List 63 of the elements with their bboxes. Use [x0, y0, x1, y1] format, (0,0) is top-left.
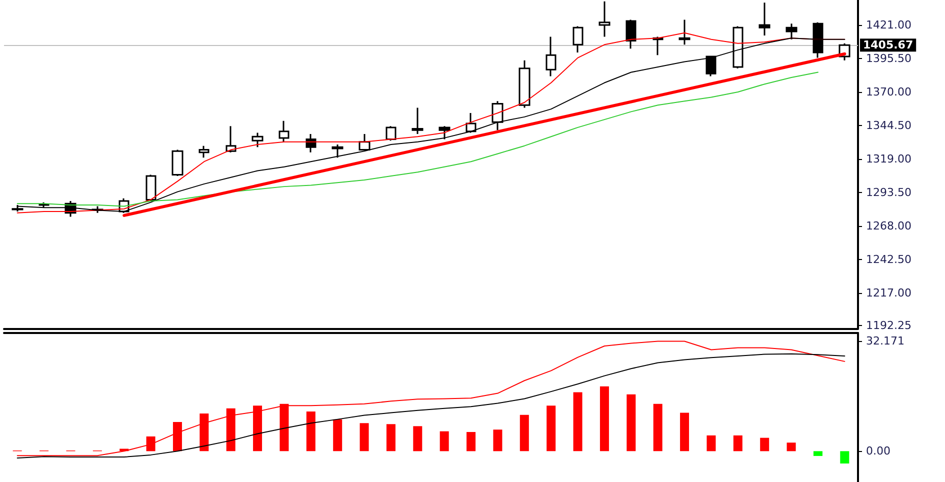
y-tick-label: 1421.00 [866, 18, 912, 32]
bar [706, 435, 716, 452]
candlestick [146, 174, 156, 202]
bar [680, 412, 690, 452]
bar [626, 394, 636, 452]
y-tick-label: 32.171 [866, 334, 904, 348]
bar [413, 426, 422, 452]
y-tick-label: 1319.00 [866, 152, 912, 166]
bar [360, 423, 369, 452]
bar [493, 430, 502, 452]
bar [146, 436, 156, 452]
bar [786, 442, 796, 452]
ref-line-label: 1405.67 [863, 38, 914, 52]
bar [653, 404, 662, 452]
y-tick-label: 1242.50 [866, 252, 912, 266]
candlestick [278, 120, 290, 143]
bar [253, 406, 262, 452]
y-tick-label: 1293.50 [866, 186, 912, 199]
y-tick-label: 1370.00 [866, 85, 912, 98]
bar [520, 414, 529, 452]
bar [760, 438, 770, 452]
candlestick [412, 106, 424, 135]
bar [546, 406, 556, 452]
candlestick [518, 60, 530, 108]
candlestick [252, 132, 264, 148]
y-tick-label: 1217.00 [866, 286, 912, 300]
y-tick-label: 1395.50 [866, 52, 912, 65]
bar [226, 408, 236, 452]
y-tick-label: 0.00 [866, 444, 890, 458]
candlestick [492, 100, 504, 131]
bar [333, 419, 342, 452]
candlestick [572, 26, 584, 54]
bar [840, 451, 850, 464]
bar [386, 424, 396, 452]
candlestick [678, 18, 690, 46]
bar [200, 413, 209, 452]
candlestick [226, 125, 236, 154]
bar [172, 422, 182, 452]
y-tick-label: 1268.00 [866, 219, 912, 232]
bar [813, 451, 822, 456]
bar [440, 431, 449, 452]
candlestick [438, 125, 450, 140]
candlestick [332, 144, 344, 158]
bar [306, 411, 316, 452]
y-tick-label: 1192.25 [866, 319, 912, 332]
candlestick [626, 18, 636, 50]
bar [573, 392, 582, 452]
candlestick [172, 149, 184, 177]
candlestick [466, 112, 476, 134]
candlestick [358, 133, 370, 151]
bar [600, 386, 609, 452]
candlestick [652, 36, 664, 56]
candlestick [546, 36, 556, 77]
bar [280, 404, 289, 452]
y-tick-label: 1344.50 [866, 118, 912, 132]
bar [466, 432, 476, 452]
candlestick [386, 125, 396, 142]
candlestick [758, 2, 770, 36]
candlestick [706, 55, 716, 77]
line-series [16, 72, 818, 207]
candlestick [598, 0, 610, 38]
bar [733, 435, 742, 452]
candlestick [198, 145, 210, 158]
